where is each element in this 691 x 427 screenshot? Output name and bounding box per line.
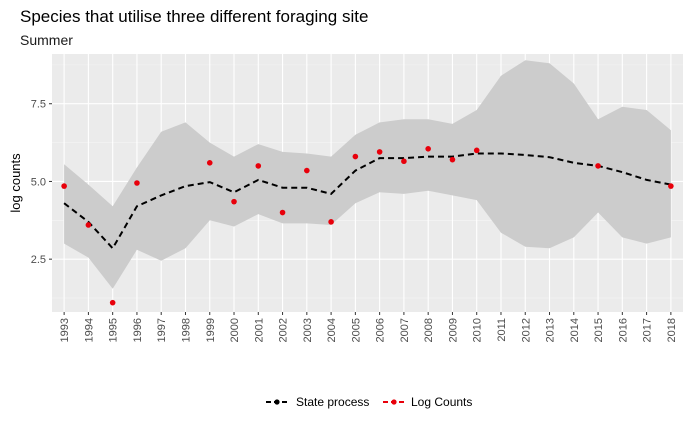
log-counts-layer	[61, 146, 674, 306]
y-axis-label: log counts	[8, 153, 23, 213]
log-count-point-2004	[328, 219, 334, 225]
log-count-point-2007	[401, 158, 407, 165]
log-count-point-1996	[134, 180, 140, 186]
legend-item-state-process: State process	[266, 395, 369, 409]
x-tick-label: 2005	[350, 318, 362, 342]
log-count-point-2005	[352, 153, 359, 160]
x-tick-label: 1993	[59, 318, 71, 342]
log-count-point-1999	[206, 159, 213, 166]
x-tick-label: 2014	[569, 318, 581, 342]
log-count-point-2009	[449, 156, 456, 163]
x-tick-label: 2013	[545, 318, 557, 342]
log-count-point-2008	[425, 146, 431, 152]
log-count-point-2000	[231, 198, 237, 205]
log-count-point-2001	[255, 163, 262, 169]
x-tick-label: 1996	[132, 318, 144, 342]
state-process-layer	[63, 152, 672, 250]
x-tick-label: 1999	[205, 318, 217, 342]
x-tick-label: 2006	[375, 318, 387, 342]
x-tick-label: 2008	[423, 318, 435, 342]
x-tick-label: 2012	[520, 318, 532, 342]
x-tick-label: 2004	[326, 318, 338, 342]
x-tick-label: 1994	[83, 318, 95, 342]
x-tick-label: 1995	[108, 318, 120, 342]
x-tick-label: 1998	[180, 318, 192, 342]
state-process-confidence-band	[64, 60, 671, 289]
legend-key-log-counts-point	[391, 399, 397, 405]
log-count-point-2010	[473, 147, 480, 154]
x-tick-label: 2017	[642, 318, 654, 342]
x-tick-label: 1997	[156, 318, 168, 342]
x-tick-label: 2011	[496, 318, 508, 342]
chart-subtitle: Summer	[20, 32, 73, 48]
x-tick-label: 2003	[302, 318, 314, 342]
y-tick-label: 7.5	[31, 99, 46, 111]
log-count-point-1994	[85, 222, 92, 228]
chart-title: Species that utilise three different for…	[20, 7, 368, 26]
legend-label-log-counts: Log Counts	[411, 395, 472, 409]
x-tick-label: 2009	[447, 318, 459, 342]
y-tick-label: 2.5	[31, 254, 46, 266]
log-count-point-2003	[304, 167, 310, 174]
x-tick-label: 2018	[666, 318, 678, 342]
x-tick-label: 2000	[229, 318, 241, 342]
x-axis: 1993 1994 1995 1996 1997 1998 1999 2000 2001 2002…	[59, 312, 678, 342]
legend-item-log-counts: Log Counts	[383, 395, 472, 409]
x-tick-label: 2002	[278, 318, 290, 342]
x-tick-label: 2007	[399, 318, 411, 342]
log-count-point-1993	[61, 183, 67, 189]
y-tick-label: 5.0	[31, 176, 46, 188]
log-count-point-2018	[668, 183, 674, 189]
state-process-line	[63, 152, 672, 250]
x-tick-label: 2015	[593, 318, 605, 342]
log-count-point-1995	[109, 299, 116, 306]
confidence-band-layer	[64, 60, 671, 289]
log-count-point-2015	[595, 163, 601, 169]
x-tick-label: 2016	[617, 318, 629, 342]
legend: State process Log Counts	[266, 395, 472, 409]
log-count-point-2006	[376, 149, 383, 155]
x-tick-label: 2001	[253, 318, 265, 342]
legend-label-state-process: State process	[296, 395, 369, 409]
x-tick-label: 2010	[472, 318, 484, 342]
log-count-point-2002	[279, 209, 286, 216]
legend-key-state-process-point	[274, 399, 280, 405]
y-axis: 2.5 5.0 7.5	[31, 99, 52, 266]
